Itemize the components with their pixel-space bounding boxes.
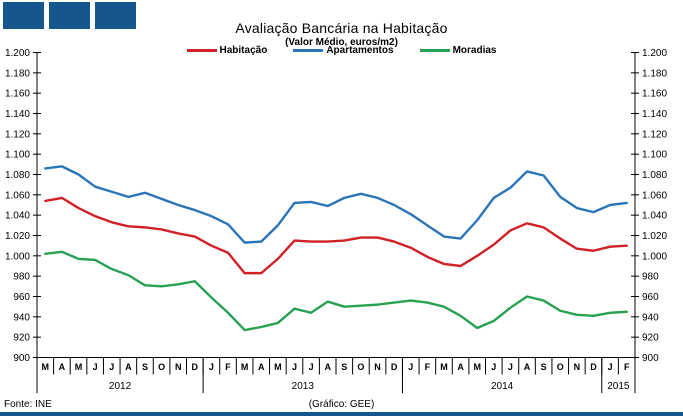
legend-label-apartamentos: Apartamentos xyxy=(326,45,394,56)
month-label: A xyxy=(258,362,265,372)
month-label: J xyxy=(309,362,314,372)
month-label: A xyxy=(125,362,132,372)
y-tick-label-left: 1.120 xyxy=(5,129,30,140)
year-label: 2015 xyxy=(607,381,630,392)
month-label: O xyxy=(158,362,165,372)
month-label: N xyxy=(175,362,182,372)
series-line-habitacao xyxy=(44,196,628,275)
source-note: Fonte: INE xyxy=(4,399,52,410)
y-tick-label-left: 900 xyxy=(13,353,30,364)
month-label: M xyxy=(241,362,249,372)
y-tick-label-right: 1.060 xyxy=(642,190,667,201)
chart-subtitle: (Valor Médio, euros/m2) xyxy=(285,37,398,48)
y-tick-label-right: 940 xyxy=(642,312,659,323)
month-label: S xyxy=(341,362,347,372)
y-tick-label-left: 1.140 xyxy=(5,109,30,120)
y-tick-label-left: 1.180 xyxy=(5,68,30,79)
month-label: D xyxy=(192,362,199,372)
chart-legend: Habitação Apartamentos Moradias xyxy=(0,45,683,56)
month-label: M xyxy=(440,362,448,372)
year-label: 2014 xyxy=(491,381,514,392)
legend-item-moradias: Moradias xyxy=(419,45,497,56)
month-label: J xyxy=(93,362,98,372)
year-label: 2013 xyxy=(292,381,315,392)
y-tick-label-left: 1.080 xyxy=(5,170,30,181)
legend-swatch-moradias xyxy=(419,49,450,52)
month-label: J xyxy=(491,362,496,372)
y-tick-label-left: 1.000 xyxy=(5,251,30,262)
logo xyxy=(3,2,136,29)
y-tick-label-left: 1.040 xyxy=(5,211,30,222)
y-tick-label-right: 1.020 xyxy=(642,231,667,242)
y-tick-label-right: 960 xyxy=(642,292,659,303)
series-line-moradias xyxy=(44,250,628,332)
month-label: A xyxy=(457,362,464,372)
y-tick-label-left: 940 xyxy=(13,312,30,323)
month-label: J xyxy=(209,362,214,372)
logo-square xyxy=(49,2,90,29)
y-tick-label-right: 1.000 xyxy=(642,251,667,262)
y-tick-label-right: 1.160 xyxy=(642,89,667,100)
logo-square xyxy=(95,2,136,29)
y-tick-label-left: 1.020 xyxy=(5,231,30,242)
y-tick-label-left: 1.100 xyxy=(5,150,30,161)
month-label: F xyxy=(225,362,231,372)
month-label: J xyxy=(508,362,513,372)
month-label: N xyxy=(374,362,381,372)
month-label: A xyxy=(324,362,331,372)
month-label: S xyxy=(142,362,148,372)
month-label: J xyxy=(109,362,114,372)
y-tick-label-right: 1.180 xyxy=(642,68,667,79)
legend-item-apartamentos: Apartamentos xyxy=(293,45,394,56)
y-tick-label-right: 1.100 xyxy=(642,150,667,161)
y-tick-label-right: 1.200 xyxy=(642,48,667,59)
credit-note: (Gráfico: GEE) xyxy=(308,399,375,410)
y-tick-label-right: 920 xyxy=(642,333,659,344)
y-tick-label-right: 900 xyxy=(642,353,659,364)
year-label: 2012 xyxy=(109,381,132,392)
y-tick-label-left: 920 xyxy=(13,333,30,344)
chart-title: Avaliação Bancária na Habitação xyxy=(235,20,448,36)
month-label: J xyxy=(408,362,413,372)
month-label: J xyxy=(608,362,613,372)
y-tick-label-left: 980 xyxy=(13,272,30,283)
month-label: A xyxy=(524,362,531,372)
legend-label-moradias: Moradias xyxy=(452,45,497,56)
y-tick-label-right: 980 xyxy=(642,272,659,283)
month-label: F xyxy=(624,362,630,372)
month-label: J xyxy=(292,362,297,372)
legend-item-habitacao: Habitação xyxy=(186,45,268,56)
month-label: M xyxy=(75,362,83,372)
month-label: O xyxy=(357,362,364,372)
month-label: O xyxy=(557,362,564,372)
y-tick-label-left: 1.160 xyxy=(5,89,30,100)
logo-square xyxy=(3,2,44,29)
y-tick-label-left: 1.060 xyxy=(5,190,30,201)
y-tick-label-left: 960 xyxy=(13,292,30,303)
bottom-bar xyxy=(0,412,683,416)
y-tick-label-right: 1.140 xyxy=(642,109,667,120)
month-label: S xyxy=(541,362,547,372)
month-label: F xyxy=(425,362,431,372)
month-label: A xyxy=(59,362,66,372)
series-line-apartamentos xyxy=(44,165,628,244)
month-label: M xyxy=(42,362,50,372)
month-label: D xyxy=(391,362,398,372)
month-label: M xyxy=(473,362,481,372)
month-label: N xyxy=(574,362,581,372)
legend-swatch-apartamentos xyxy=(293,49,324,52)
legend-swatch-habitacao xyxy=(186,49,217,52)
y-tick-label-right: 1.080 xyxy=(642,170,667,181)
month-label: M xyxy=(274,362,282,372)
legend-label-habitacao: Habitação xyxy=(219,45,268,56)
month-label: D xyxy=(590,362,597,372)
y-tick-label-left: 1.200 xyxy=(5,48,30,59)
y-tick-label-right: 1.120 xyxy=(642,129,667,140)
y-tick-label-right: 1.040 xyxy=(642,211,667,222)
